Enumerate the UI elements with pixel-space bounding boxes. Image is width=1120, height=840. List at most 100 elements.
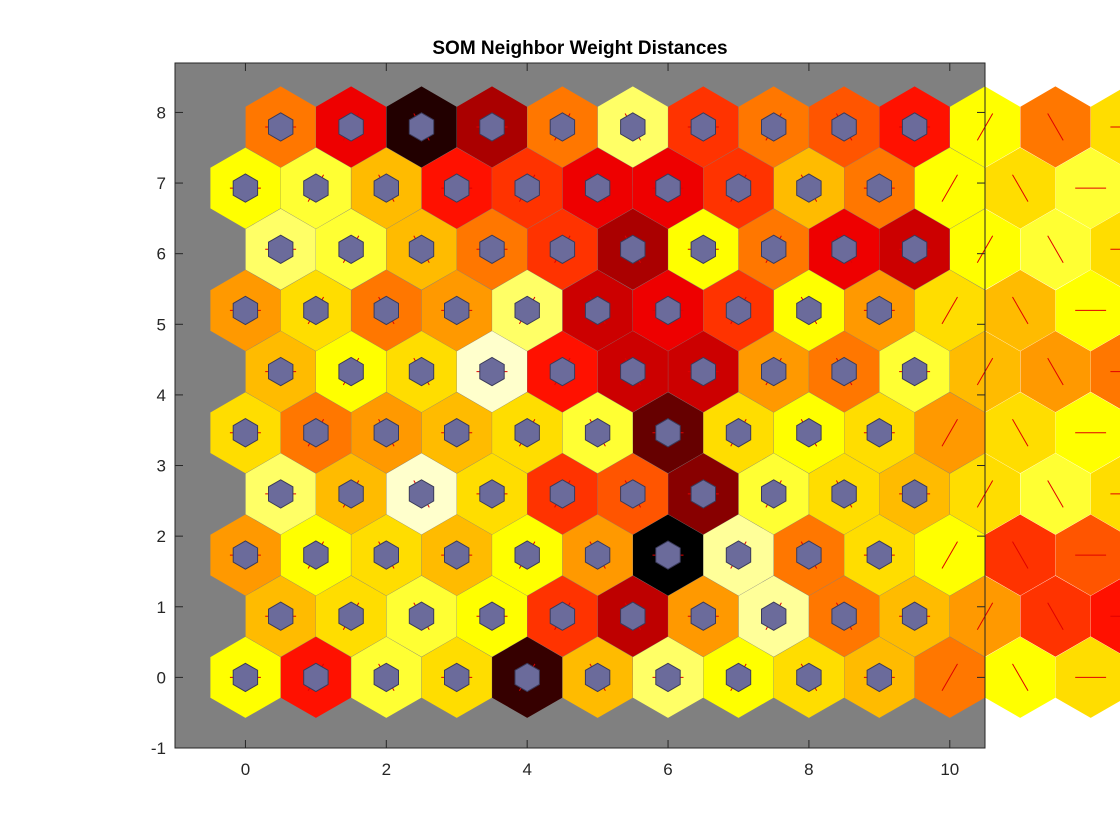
distance-cell: [1090, 334, 1120, 409]
neuron: [901, 356, 928, 387]
neuron: [620, 356, 646, 387]
neuron: [338, 601, 364, 631]
y-tick-label: 5: [157, 315, 166, 334]
neuron: [655, 662, 681, 693]
neuron: [761, 601, 787, 631]
neuron: [338, 356, 364, 387]
neuron: [690, 479, 716, 509]
neuron: [620, 112, 646, 142]
neuron: [408, 356, 435, 387]
neuron: [232, 540, 259, 570]
y-tick-label: 8: [157, 103, 166, 122]
connection-line: [1047, 235, 1064, 263]
neuron: [584, 418, 611, 448]
neuron: [901, 479, 928, 509]
neuron: [620, 234, 646, 264]
y-tick-label: 6: [157, 245, 166, 264]
x-tick-label: 10: [940, 760, 959, 779]
neuron: [408, 112, 435, 142]
neuron: [514, 662, 540, 693]
neuron: [303, 540, 329, 570]
neuron: [444, 173, 470, 203]
y-tick-label: -1: [151, 739, 166, 758]
neuron: [584, 662, 611, 693]
neuron: [479, 479, 505, 509]
neuron: [514, 418, 540, 448]
connection-line: [941, 174, 958, 202]
neuron: [620, 601, 646, 631]
x-tick-label: 8: [804, 760, 813, 779]
neuron: [901, 601, 928, 631]
connection-line: [1047, 357, 1064, 386]
neuron: [268, 356, 294, 387]
neuron: [655, 173, 681, 203]
connection-line: [1047, 602, 1064, 630]
neuron: [796, 295, 822, 326]
connection-line: [1012, 419, 1029, 447]
neuron: [901, 112, 928, 142]
y-tick-label: 3: [157, 457, 166, 476]
connection-line: [941, 663, 958, 692]
x-tick-label: 6: [663, 760, 672, 779]
neuron: [655, 540, 681, 570]
neuron: [479, 356, 505, 387]
neuron: [761, 234, 787, 264]
connection-line: [941, 541, 958, 569]
neuron: [268, 479, 294, 509]
y-tick-label: 0: [157, 668, 166, 687]
neuron: [796, 662, 822, 693]
neuron: [232, 173, 259, 203]
axis-ticks: 0 2 4 6 8 10 -1 0 1 2 3 4 5 6 7 8: [151, 63, 985, 779]
neuron: [549, 112, 576, 142]
x-tick-label: 0: [241, 760, 250, 779]
y-tick-label: 7: [157, 174, 166, 193]
neuron: [444, 540, 470, 570]
chart-title: SOM Neighbor Weight Distances: [432, 38, 727, 59]
x-tick-label: 2: [382, 760, 391, 779]
neuron: [866, 295, 892, 326]
neuron: [584, 295, 611, 326]
distance-cell: [1090, 456, 1120, 532]
y-tick-label: 1: [157, 598, 166, 617]
neuron: [232, 295, 259, 326]
y-tick-label: 4: [157, 386, 166, 405]
neuron: [373, 173, 399, 203]
neuron: [690, 356, 716, 387]
neuron: [303, 173, 329, 203]
neuron: [232, 662, 259, 693]
neuron: [761, 356, 787, 387]
neuron: [796, 173, 822, 203]
connection-line: [1047, 113, 1064, 141]
neuron: [725, 540, 752, 570]
neuron: [831, 479, 857, 509]
neuron: [268, 234, 294, 264]
y-tick-label: 2: [157, 527, 166, 546]
neuron: [338, 234, 364, 264]
neuron: [268, 601, 294, 631]
neuron: [866, 540, 892, 570]
neuron: [690, 601, 716, 631]
neuron: [373, 418, 399, 448]
neuron: [303, 418, 329, 448]
neuron: [761, 112, 787, 142]
neuron: [444, 662, 470, 693]
neuron: [338, 112, 364, 142]
neuron: [549, 601, 576, 631]
neuron: [514, 295, 540, 326]
neuron: [620, 479, 646, 509]
neuron: [725, 295, 752, 326]
neuron: [584, 540, 611, 570]
neuron: [338, 479, 364, 509]
neuron: [514, 540, 540, 570]
neuron: [303, 662, 329, 693]
neuron: [831, 356, 857, 387]
connection-line: [1047, 480, 1064, 508]
neuron: [901, 234, 928, 264]
distance-cell: [1090, 89, 1120, 165]
neuron: [479, 601, 505, 631]
neuron: [303, 295, 329, 326]
neuron: [549, 479, 576, 509]
neuron: [690, 234, 716, 264]
neuron: [373, 662, 399, 693]
neuron: [479, 234, 505, 264]
